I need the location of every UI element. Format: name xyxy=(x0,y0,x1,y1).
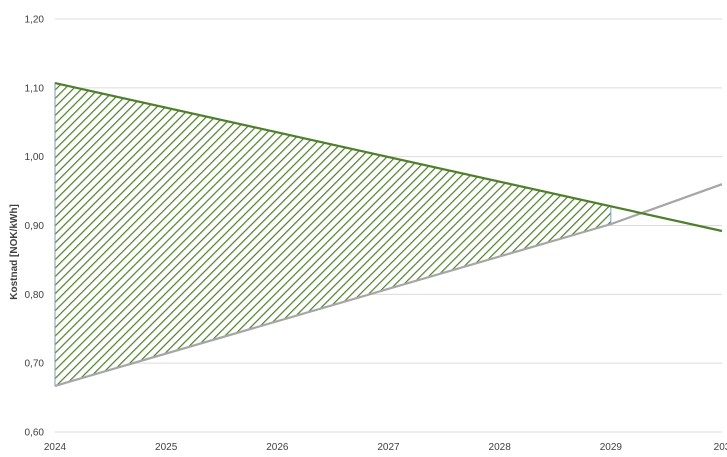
y-axis-title: Kostnad [NOK/kWh] xyxy=(9,204,20,300)
y-tick-label: 1,20 xyxy=(25,15,45,26)
x-tick-label: 203 xyxy=(714,442,727,453)
series-line-0 xyxy=(54,81,723,233)
y-tick-label: 1,00 xyxy=(25,152,45,163)
x-tick-label: 2029 xyxy=(600,442,623,453)
y-tick-label: 0,70 xyxy=(25,359,45,370)
y-tick-label: 0,60 xyxy=(25,428,45,439)
x-axis-tick-labels: 2024 2025 2026 2027 2028 2029 203 xyxy=(44,442,727,453)
x-tick-label: 2026 xyxy=(266,442,289,453)
x-tick-label: 2025 xyxy=(155,442,178,453)
series-lines xyxy=(54,81,723,387)
x-tick-label: 2027 xyxy=(377,442,400,453)
y-tick-label: 1,10 xyxy=(25,83,45,94)
y-axis-tick-labels: 0,60 0,70 0,80 0,90 1,00 1,10 1,20 xyxy=(25,15,45,439)
y-tick-label: 0,80 xyxy=(25,290,45,301)
x-tick-label: 2028 xyxy=(489,442,512,453)
y-tick-label: 0,90 xyxy=(25,221,45,232)
hatched-area xyxy=(54,82,612,387)
x-tick-label: 2024 xyxy=(44,442,67,453)
series-line-1 xyxy=(54,183,723,387)
hatched-area-fill xyxy=(54,82,612,387)
